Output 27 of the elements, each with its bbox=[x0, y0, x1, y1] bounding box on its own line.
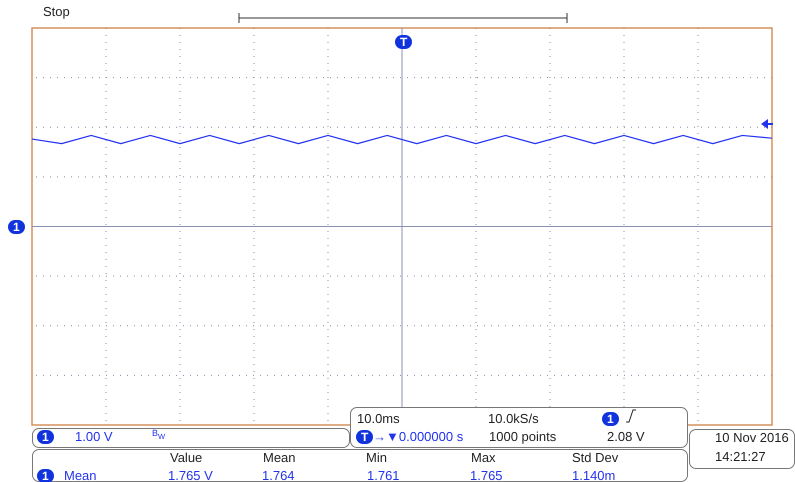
text: 10.0ms bbox=[357, 411, 400, 427]
text: 1.761 bbox=[367, 468, 400, 482]
text: Std Dev bbox=[572, 450, 618, 466]
text: Min bbox=[366, 450, 387, 466]
text: Max bbox=[471, 450, 496, 466]
text: 2.08 V bbox=[607, 429, 645, 445]
text: 1.764 bbox=[262, 468, 295, 482]
text: 1.765 bbox=[470, 468, 503, 482]
text: 1 bbox=[8, 220, 25, 234]
text: T bbox=[395, 35, 412, 49]
text: 10 Nov 2016 bbox=[715, 430, 789, 446]
text: 10.0kS/s bbox=[488, 411, 539, 427]
text: B$_{W}$ bbox=[152, 428, 166, 442]
text: Mean bbox=[64, 468, 97, 482]
text: 14:21:27 bbox=[715, 449, 766, 465]
text: →▼0.000000 s bbox=[373, 429, 464, 445]
text: 1 bbox=[37, 430, 54, 444]
text: 1.00 V bbox=[75, 429, 113, 445]
text: 1000 points bbox=[489, 429, 556, 445]
text: Value bbox=[170, 450, 202, 466]
text: Stop bbox=[43, 4, 70, 20]
text: 1 bbox=[37, 469, 54, 482]
text: 1.140m bbox=[572, 468, 616, 482]
text: 1.765 V bbox=[168, 468, 213, 482]
text: 1 bbox=[602, 412, 619, 426]
text: Mean bbox=[263, 450, 296, 466]
text: T bbox=[356, 430, 374, 444]
